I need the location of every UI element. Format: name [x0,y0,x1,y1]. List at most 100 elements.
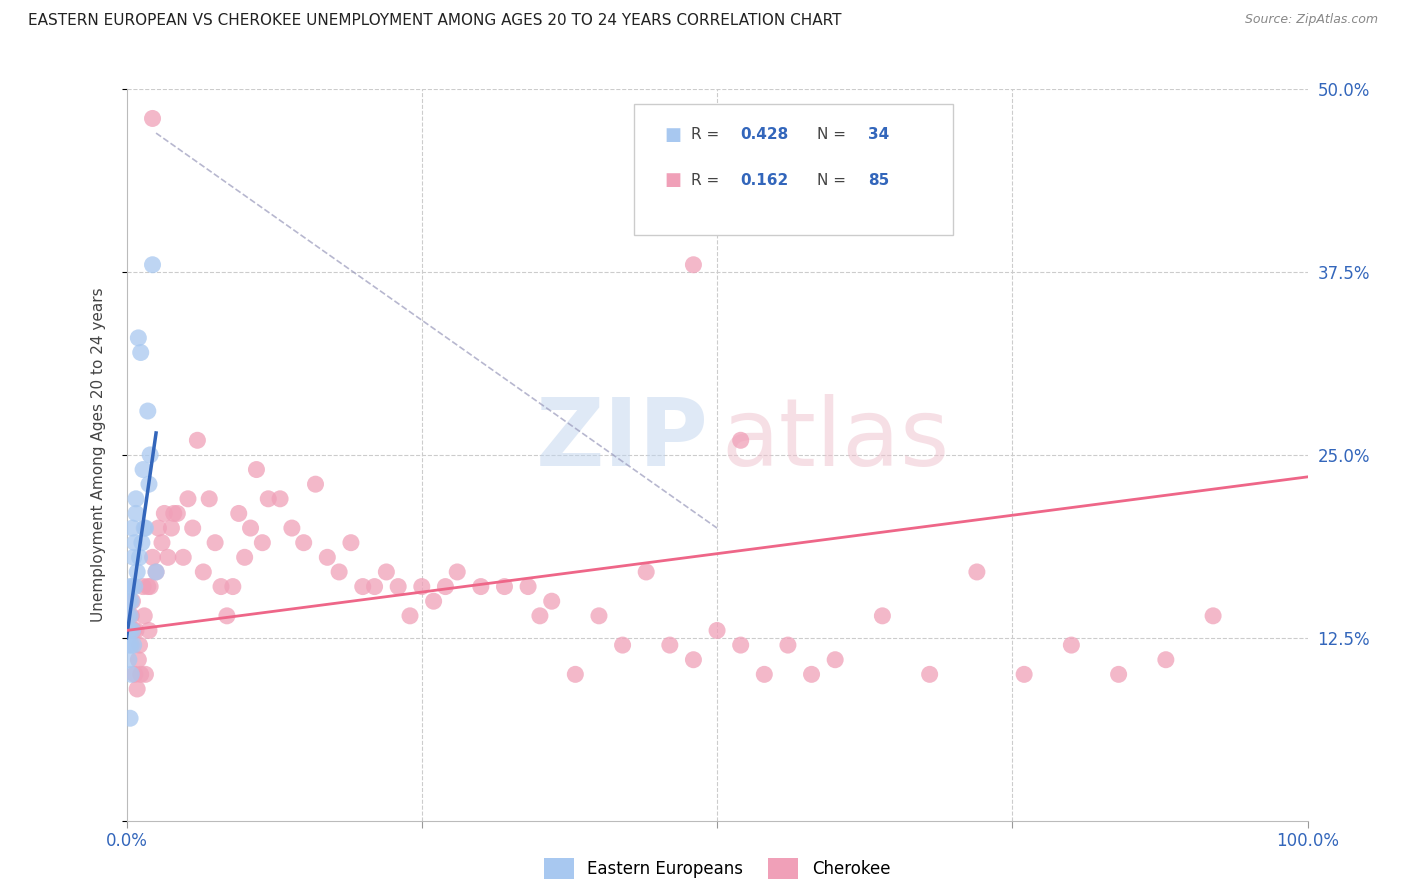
Point [134,521,156,535]
Point [120,594,142,608]
Point [434,580,457,594]
Text: 0.162: 0.162 [741,172,789,187]
Text: ■: ■ [664,171,681,189]
Point [145,565,167,579]
Point [132,462,155,476]
Point [682,258,704,272]
Point [1154,653,1177,667]
Point [1060,638,1083,652]
Point [121,594,143,608]
Point [120,711,142,725]
Point [1108,667,1130,681]
Point [918,667,941,681]
Point [125,624,148,638]
Point [411,580,433,594]
Point [118,638,141,652]
Point [872,608,894,623]
Point [117,608,139,623]
Text: N =: N = [817,172,851,187]
Point [127,331,149,345]
Point [121,580,143,594]
Point [352,580,374,594]
Point [141,550,163,565]
Text: 34: 34 [869,128,890,142]
Point [204,535,226,549]
Point [228,507,250,521]
Point [136,404,159,418]
Point [824,653,846,667]
Point [153,507,176,521]
Text: EASTERN EUROPEAN VS CHEROKEE UNEMPLOYMENT AMONG AGES 20 TO 24 YEARS CORRELATION : EASTERN EUROPEAN VS CHEROKEE UNEMPLOYMEN… [28,13,842,29]
Point [222,580,245,594]
Point [118,653,141,667]
Point [127,565,149,579]
Point [136,580,159,594]
Point [124,580,146,594]
Point [269,491,291,506]
Point [148,521,170,535]
Point [122,550,145,565]
Point [120,667,142,681]
Point [120,608,142,623]
Text: R =: R = [692,172,724,187]
Point [754,667,776,681]
Point [215,608,238,623]
Point [239,521,262,535]
Point [304,477,326,491]
Point [120,638,142,652]
Point [120,580,142,594]
Point [588,608,610,623]
Point [209,580,232,594]
Point [160,521,183,535]
Point [730,434,752,448]
Y-axis label: Unemployment Among Ages 20 to 24 years: Unemployment Among Ages 20 to 24 years [91,287,105,623]
Point [121,521,143,535]
Point [121,624,143,638]
Point [730,638,752,652]
Text: ZIP: ZIP [536,394,709,486]
Text: R =: R = [692,128,724,142]
Point [706,624,728,638]
Point [118,594,141,608]
Text: 85: 85 [869,172,890,187]
Point [636,565,658,579]
Point [540,594,562,608]
Point [422,594,444,608]
Point [120,608,142,623]
Point [328,565,350,579]
Point [966,565,988,579]
Point [129,345,152,359]
Point [122,638,145,652]
Point [363,580,385,594]
Point [181,521,204,535]
Point [122,624,145,638]
Point [128,550,150,565]
Point [375,565,398,579]
Point [131,535,153,549]
Point [138,477,160,491]
Point [129,667,152,681]
Text: ■: ■ [664,126,681,144]
Legend: Eastern Europeans, Cherokee: Eastern Europeans, Cherokee [537,852,897,886]
Point [233,550,256,565]
Point [257,491,280,506]
Point [134,608,156,623]
Point [340,535,363,549]
Point [470,580,492,594]
Point [387,580,409,594]
Point [172,550,194,565]
Point [141,112,163,126]
Point [118,608,141,623]
Point [132,580,155,594]
Point [125,491,148,506]
Point [245,462,267,476]
Point [682,653,704,667]
Point [316,550,339,565]
Text: 0.428: 0.428 [741,128,789,142]
Point [1012,667,1035,681]
Point [163,507,186,521]
Point [128,638,150,652]
Point [134,667,156,681]
Point [139,580,162,594]
Point [124,535,146,549]
